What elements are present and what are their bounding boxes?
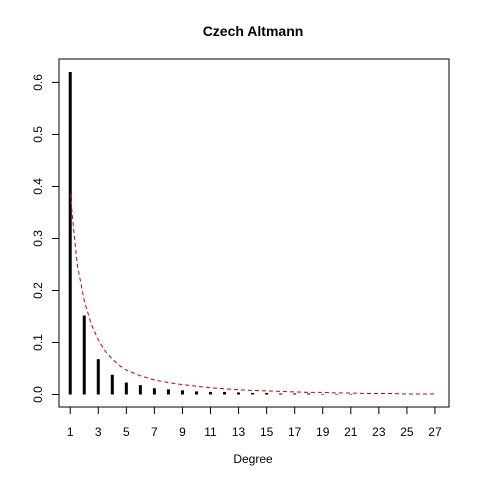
y-tick-label-0.3: 0.3 — [31, 230, 45, 247]
x-tick-label-19: 19 — [316, 425, 330, 439]
x-tick-label-27: 27 — [428, 425, 442, 439]
y-tick-label-0.1: 0.1 — [31, 334, 45, 351]
x-tick-label-11: 11 — [204, 425, 217, 439]
x-tick-label-9: 9 — [179, 425, 186, 439]
x-tick-label-13: 13 — [232, 425, 246, 439]
bar-series — [68, 72, 353, 395]
x-tick-label-5: 5 — [123, 425, 130, 439]
x-tick-label-17: 17 — [288, 425, 302, 439]
plot-frame — [58, 58, 450, 408]
x-axis-label: Degree — [233, 452, 273, 466]
y-tick-label-0.4: 0.4 — [31, 178, 45, 195]
x-axis: 1 3 5 7 9 11 13 15 17 19 21 23 25 27 — [67, 406, 442, 439]
x-tick-label-23: 23 — [372, 425, 386, 439]
y-tick-label-0.2: 0.2 — [31, 282, 45, 299]
fit-line-series — [69, 194, 435, 395]
x-tick-label-21: 21 — [344, 425, 358, 439]
y-tick-label-0.6: 0.6 — [31, 74, 45, 91]
x-tick-label-1: 1 — [67, 425, 74, 439]
x-tick-label-15: 15 — [260, 425, 274, 439]
y-tick-label-0.0: 0.0 — [31, 386, 45, 403]
x-tick-label-7: 7 — [151, 425, 158, 439]
x-tick-label-25: 25 — [400, 425, 414, 439]
y-axis: 0.0 0.1 0.2 0.3 0.4 0.5 0.6 — [31, 74, 60, 403]
fit-line — [69, 194, 435, 395]
y-tick-label-0.5: 0.5 — [31, 126, 45, 143]
x-tick-label-3: 3 — [95, 425, 102, 439]
chart-title: Czech Altmann — [203, 23, 304, 39]
